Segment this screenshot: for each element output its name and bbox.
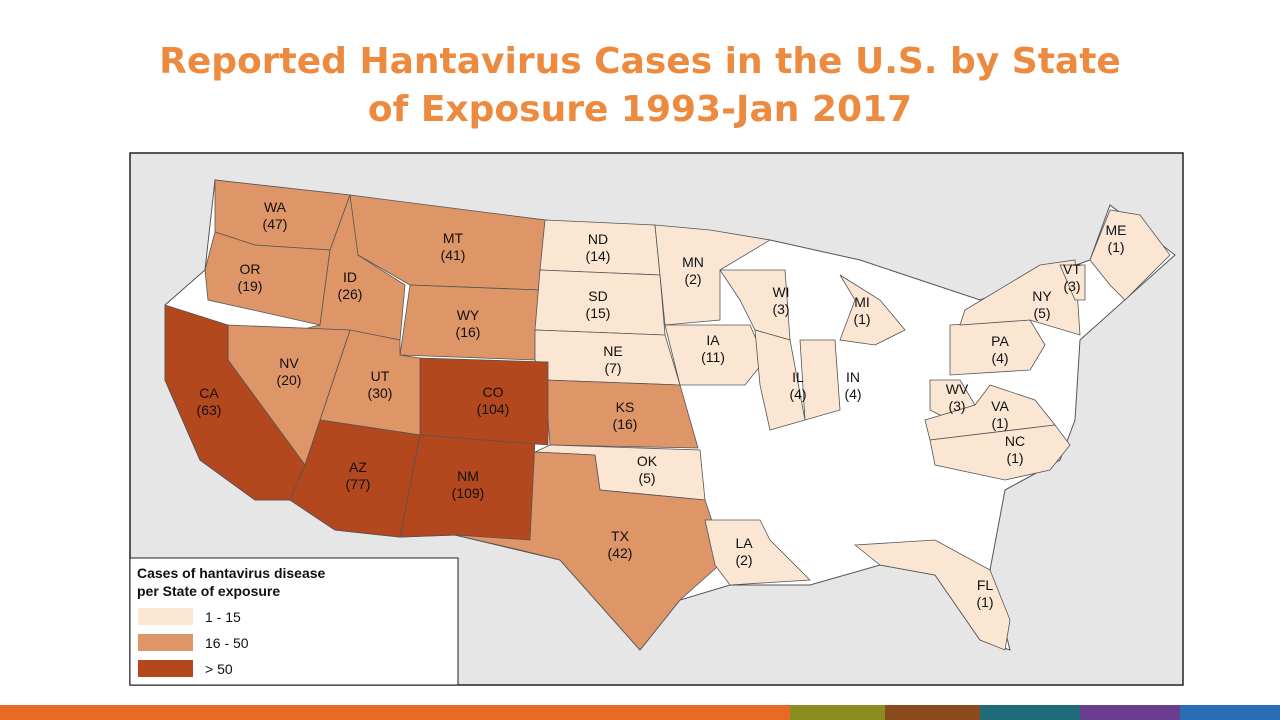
state-count: (11) [701,349,725,365]
legend-swatch [138,634,193,651]
state-abbr: ME [1106,222,1127,238]
state-count: (1) [976,594,993,610]
slide-title: Reported Hantavirus Cases in the U.S. by… [159,41,1121,130]
state-count: (3) [772,301,789,317]
legend-label: 1 - 15 [205,609,241,625]
state-abbr: WI [772,284,789,300]
state-abbr: OR [240,261,261,277]
legend-title: Cases of hantavirus disease per State of … [137,565,326,599]
state-count: (19) [238,278,263,294]
state-abbr: AZ [349,459,367,475]
state-abbr: ND [588,231,608,247]
state-abbr: NY [1032,288,1052,304]
state-count: (4) [789,386,806,402]
state-shape [1089,209,1171,301]
state-shape [1059,264,1086,301]
state-shape [853,539,1011,651]
state-abbr: IL [792,369,804,385]
stripe [1180,705,1280,720]
state-count: (14) [586,248,611,264]
state-abbr: MT [443,230,464,246]
state-abbr: VA [991,398,1009,414]
state-abbr: WV [946,381,969,397]
state-shape [799,339,841,421]
stripe [0,705,790,720]
state-abbr: VT [1063,261,1081,277]
state-count: (1) [1107,239,1124,255]
states [164,179,1171,651]
legend-swatch [138,608,193,625]
state-abbr: LA [735,535,753,551]
state-count: (63) [197,402,222,418]
state-count: (42) [608,545,633,561]
stripe [790,705,885,720]
state-count: (16) [456,324,481,340]
state-count: (1) [1006,450,1023,466]
state-abbr: IN [846,369,860,385]
state-abbr: MI [854,294,870,310]
state-count: (30) [368,385,393,401]
state-abbr: OK [637,453,658,469]
state-abbr: MN [682,254,704,270]
state-count: (2) [735,552,752,568]
state-count: (1) [991,415,1008,431]
legend-label: > 50 [205,661,233,677]
state-count: (5) [638,470,655,486]
state-shape [164,304,306,501]
state-count: (2) [684,271,701,287]
legend-label: 16 - 50 [205,635,249,651]
state-abbr: PA [991,333,1009,349]
state-shape [664,324,766,386]
state-count: (20) [277,372,302,388]
stripe [885,705,980,720]
state-labels: WA(47)OR(19)ID(26)MT(41)WY(16)ND(14)SD(1… [197,199,1127,610]
state-count: (4) [844,386,861,402]
state-count: (77) [346,476,371,492]
state-abbr: UT [371,368,390,384]
state-count: (3) [1063,278,1080,294]
stripe [1080,705,1180,720]
state-count: (5) [1033,305,1050,321]
state-count: (7) [604,360,621,376]
state-abbr: NE [603,343,622,359]
state-abbr: WY [457,307,480,323]
state-count: (16) [613,416,638,432]
state-abbr: ID [343,269,357,285]
state-shape [929,424,1071,481]
state-abbr: NC [1005,433,1025,449]
state-count: (104) [477,401,510,417]
state-abbr: FL [977,577,994,593]
state-shape [704,519,811,586]
state-count: (4) [991,350,1008,366]
state-abbr: TX [611,528,630,544]
state-count: (41) [441,247,466,263]
state-count: (15) [586,305,611,321]
state-count: (26) [338,286,363,302]
state-shape [754,329,806,431]
state-shape [839,274,906,346]
state-abbr: IA [706,332,720,348]
state-abbr: SD [588,288,607,304]
legend: Cases of hantavirus disease per State of … [137,565,326,677]
state-abbr: NM [457,468,479,484]
state-abbr: NV [279,355,299,371]
stripe [980,705,1080,720]
state-abbr: CO [483,384,504,400]
legend-swatch [138,660,193,677]
state-count: (47) [263,216,288,232]
state-count: (109) [452,485,485,501]
state-abbr: WA [264,199,287,215]
state-count: (3) [948,398,965,414]
state-abbr: KS [616,399,635,415]
state-count: (1) [853,311,870,327]
state-shape [959,259,1081,336]
state-abbr: CA [199,385,219,401]
